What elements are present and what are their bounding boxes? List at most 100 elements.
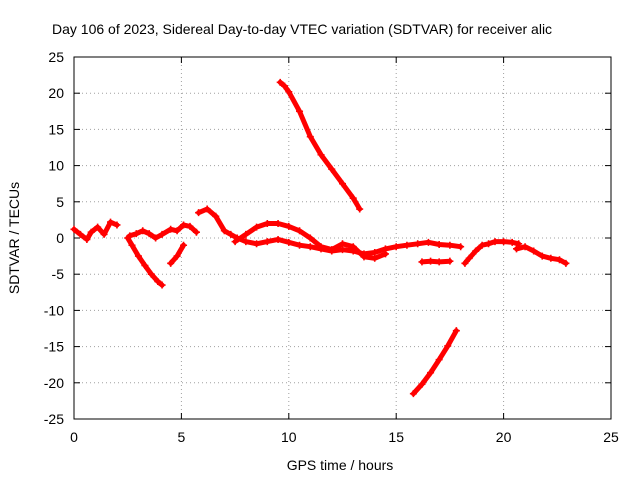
x-tick-label: 0 bbox=[70, 429, 78, 445]
data-point bbox=[296, 241, 304, 249]
series-arc-7 bbox=[276, 78, 364, 213]
data-point bbox=[167, 225, 175, 233]
series-group bbox=[70, 78, 570, 398]
y-tick-label: 10 bbox=[48, 158, 64, 174]
data-point bbox=[203, 205, 211, 213]
x-tick-label: 5 bbox=[178, 429, 186, 445]
data-point bbox=[418, 258, 426, 266]
data-point bbox=[180, 221, 188, 229]
y-tick-label: 20 bbox=[48, 85, 64, 101]
data-point bbox=[424, 238, 432, 246]
chart-title: Day 106 of 2023, Sidereal Day-to-day VTE… bbox=[52, 21, 552, 37]
data-point bbox=[145, 230, 153, 238]
data-point bbox=[478, 241, 486, 249]
data-point bbox=[192, 228, 200, 236]
data-point bbox=[263, 238, 271, 246]
y-axis-label: SDTVAR / TECUs bbox=[6, 182, 22, 294]
data-point bbox=[446, 257, 454, 265]
data-point bbox=[220, 227, 228, 235]
data-point bbox=[195, 209, 203, 217]
data-point bbox=[113, 221, 121, 229]
data-point bbox=[427, 369, 435, 377]
x-tick-label: 10 bbox=[281, 429, 297, 445]
data-point bbox=[418, 380, 426, 388]
y-tick-label: 25 bbox=[48, 49, 64, 65]
data-point bbox=[349, 243, 357, 251]
y-tick-label: 5 bbox=[56, 194, 64, 210]
data-point bbox=[328, 165, 336, 173]
data-point bbox=[173, 227, 181, 235]
data-point bbox=[285, 222, 293, 230]
data-point bbox=[231, 238, 239, 246]
data-point bbox=[100, 230, 108, 238]
data-point bbox=[461, 259, 469, 267]
data-point bbox=[94, 223, 102, 231]
x-tick-label: 15 bbox=[388, 429, 404, 445]
data-point bbox=[435, 241, 443, 249]
data-point bbox=[392, 243, 400, 251]
series-line bbox=[462, 239, 522, 266]
x-axis-label: GPS time / hours bbox=[287, 457, 394, 473]
data-point bbox=[227, 230, 235, 238]
data-point bbox=[530, 247, 538, 255]
series-arc-8 bbox=[409, 327, 460, 398]
data-point bbox=[296, 227, 304, 235]
data-point bbox=[512, 245, 520, 253]
series-arc-4 bbox=[126, 221, 200, 242]
data-point bbox=[167, 259, 175, 267]
data-point bbox=[285, 88, 293, 96]
x-tick-labels: 0 5 10 15 20 25 bbox=[70, 429, 619, 445]
grid bbox=[74, 57, 611, 419]
data-point bbox=[186, 222, 194, 230]
data-point bbox=[452, 327, 460, 335]
data-point bbox=[306, 234, 314, 242]
data-point bbox=[306, 243, 314, 251]
series-arc-9 bbox=[418, 257, 454, 266]
series-arc-11 bbox=[512, 243, 570, 267]
data-point bbox=[339, 240, 346, 248]
data-point bbox=[409, 390, 417, 398]
data-point bbox=[508, 238, 516, 246]
y-tick-label: -10 bbox=[44, 302, 64, 318]
data-point bbox=[76, 230, 84, 238]
data-point bbox=[435, 356, 443, 364]
data-point bbox=[427, 257, 435, 265]
data-point bbox=[538, 252, 546, 260]
data-point bbox=[356, 205, 364, 213]
data-point bbox=[141, 262, 149, 270]
data-point bbox=[276, 78, 284, 86]
x-tick-label: 25 bbox=[603, 429, 619, 445]
data-point bbox=[212, 212, 220, 220]
data-point bbox=[328, 246, 336, 254]
y-tick-label: -15 bbox=[44, 339, 64, 355]
data-point bbox=[70, 225, 78, 233]
y-tick-label: -5 bbox=[52, 266, 65, 282]
data-point bbox=[446, 241, 454, 249]
data-point bbox=[263, 220, 271, 228]
series-arc-6 bbox=[231, 220, 389, 262]
data-point bbox=[253, 240, 261, 248]
data-point bbox=[180, 241, 188, 249]
y-tick-label: -25 bbox=[44, 411, 64, 427]
data-point bbox=[296, 107, 304, 115]
data-point bbox=[134, 252, 142, 260]
y-tick-labels: -25 -20 -15 -10 -5 0 5 10 15 20 25 bbox=[44, 49, 64, 427]
data-point bbox=[472, 247, 480, 255]
data-point bbox=[349, 194, 357, 202]
data-point bbox=[132, 230, 140, 238]
data-point bbox=[128, 241, 136, 249]
data-point bbox=[562, 259, 570, 267]
data-point bbox=[158, 230, 166, 238]
data-point bbox=[317, 151, 325, 159]
data-point bbox=[242, 238, 250, 246]
series-line bbox=[277, 79, 363, 212]
series-line bbox=[410, 328, 459, 397]
data-point bbox=[465, 254, 473, 262]
data-point bbox=[158, 281, 166, 289]
data-point bbox=[173, 252, 181, 260]
data-point bbox=[491, 238, 499, 246]
data-point bbox=[152, 234, 160, 242]
data-point bbox=[274, 235, 282, 243]
y-tick-label: 15 bbox=[48, 121, 64, 137]
